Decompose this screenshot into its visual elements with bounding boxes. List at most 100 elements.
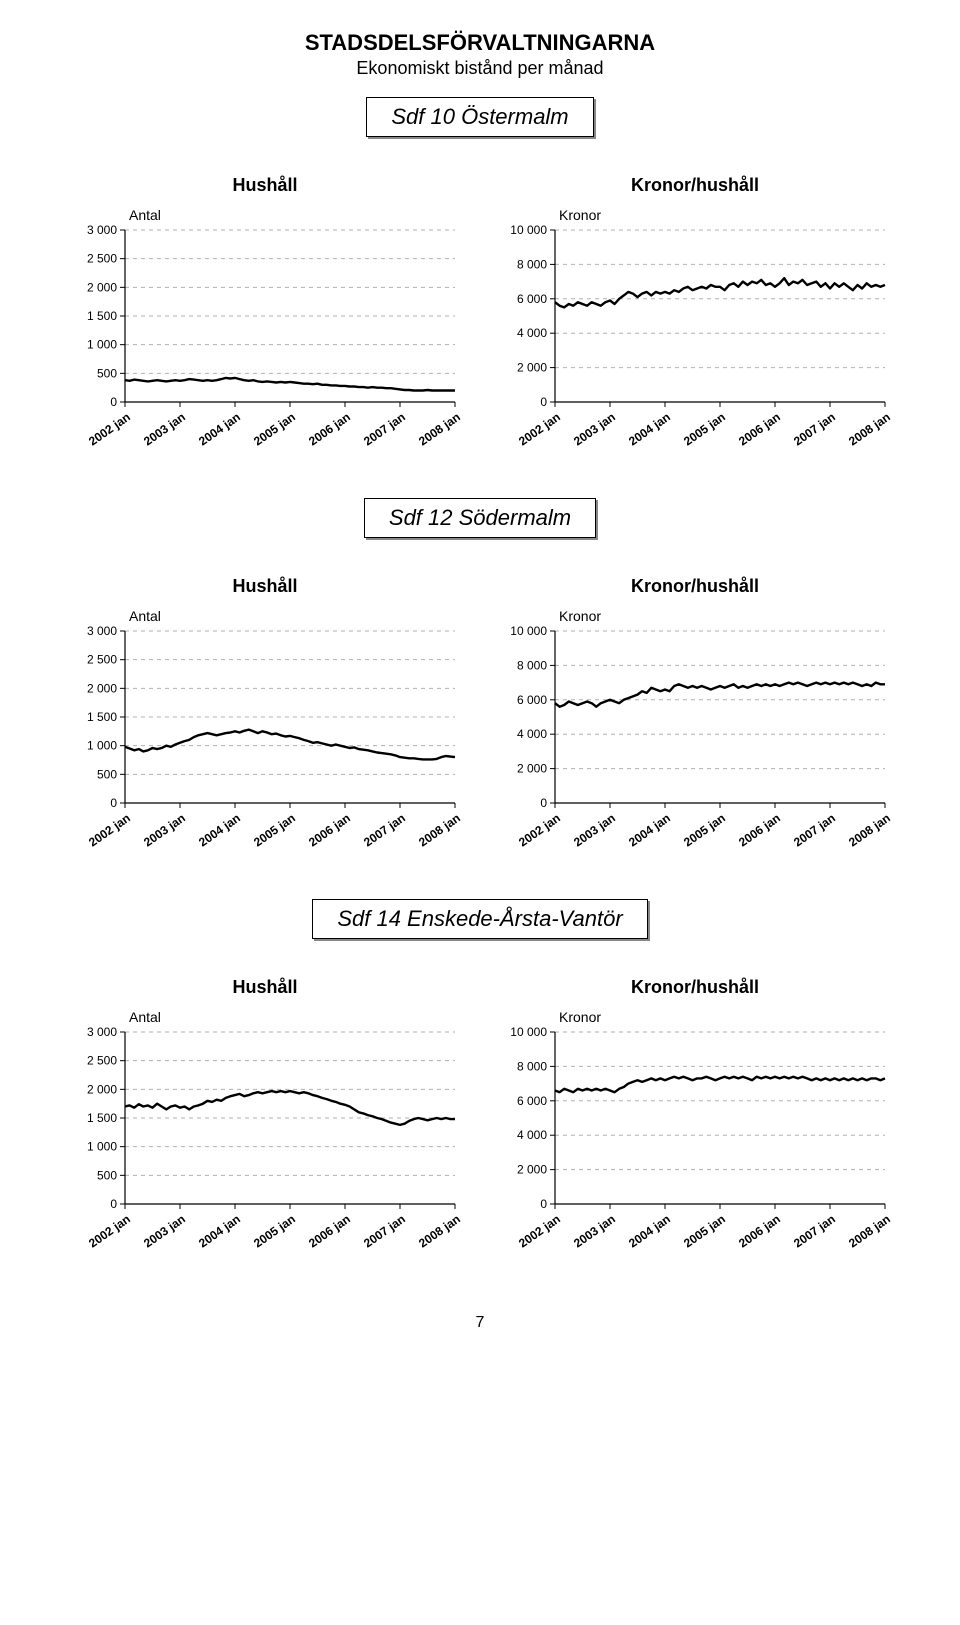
svg-text:8 000: 8 000 xyxy=(517,257,547,271)
chart-block: Hushåll05001 0001 5002 0002 5003 0002002… xyxy=(60,977,470,1274)
svg-text:2 000: 2 000 xyxy=(87,280,117,294)
chart-row: Hushåll05001 0001 5002 0002 5003 0002002… xyxy=(60,977,900,1274)
svg-text:2008 jan: 2008 jan xyxy=(416,1212,463,1251)
svg-text:2004 jan: 2004 jan xyxy=(196,811,243,850)
svg-text:2006 jan: 2006 jan xyxy=(736,410,783,449)
chart-title: Hushåll xyxy=(232,175,297,196)
svg-text:6 000: 6 000 xyxy=(517,693,547,707)
svg-text:0: 0 xyxy=(110,796,117,810)
svg-text:2002 jan: 2002 jan xyxy=(86,811,133,850)
chart-svg: 05001 0001 5002 0002 5003 0002002 jan200… xyxy=(65,603,465,873)
svg-text:6 000: 6 000 xyxy=(517,1094,547,1108)
svg-text:2005 jan: 2005 jan xyxy=(681,811,728,850)
svg-text:1 000: 1 000 xyxy=(87,739,117,753)
svg-text:0: 0 xyxy=(110,395,117,409)
page-title: STADSDELSFÖRVALTNINGARNA xyxy=(60,30,900,56)
chart-svg: 02 0004 0006 0008 00010 0002002 jan2003 … xyxy=(495,603,895,873)
chart-block: Kronor/hushåll02 0004 0006 0008 00010 00… xyxy=(490,576,900,873)
svg-text:10 000: 10 000 xyxy=(510,1025,547,1039)
svg-text:2007 jan: 2007 jan xyxy=(791,811,838,850)
svg-text:Kronor: Kronor xyxy=(559,207,601,223)
svg-text:3 000: 3 000 xyxy=(87,624,117,638)
svg-text:10 000: 10 000 xyxy=(510,624,547,638)
svg-text:2004 jan: 2004 jan xyxy=(626,811,673,850)
svg-text:10 000: 10 000 xyxy=(510,223,547,237)
chart-title: Hushåll xyxy=(232,576,297,597)
svg-text:Antal: Antal xyxy=(129,1009,161,1025)
svg-text:2004 jan: 2004 jan xyxy=(626,410,673,449)
svg-text:1 500: 1 500 xyxy=(87,1111,117,1125)
section-title-wrap: Sdf 12 Södermalm xyxy=(60,498,900,556)
chart-title: Kronor/hushåll xyxy=(631,175,759,196)
svg-text:Kronor: Kronor xyxy=(559,608,601,624)
svg-text:2004 jan: 2004 jan xyxy=(196,1212,243,1251)
svg-text:2003 jan: 2003 jan xyxy=(141,1212,188,1251)
section-title-wrap: Sdf 10 Östermalm xyxy=(60,97,900,155)
svg-text:500: 500 xyxy=(97,366,117,380)
svg-text:2 000: 2 000 xyxy=(87,681,117,695)
svg-text:2007 jan: 2007 jan xyxy=(361,410,408,449)
svg-text:6 000: 6 000 xyxy=(517,292,547,306)
svg-text:2 500: 2 500 xyxy=(87,653,117,667)
svg-text:2008 jan: 2008 jan xyxy=(846,1212,893,1251)
page-number: 7 xyxy=(60,1314,900,1332)
svg-text:1 000: 1 000 xyxy=(87,1140,117,1154)
section-title: Sdf 12 Södermalm xyxy=(364,498,596,538)
svg-text:2 000: 2 000 xyxy=(517,1163,547,1177)
section-title-wrap: Sdf 14 Enskede-Årsta-Vantör xyxy=(60,899,900,957)
svg-text:1 000: 1 000 xyxy=(87,338,117,352)
chart-block: Hushåll05001 0001 5002 0002 5003 0002002… xyxy=(60,576,470,873)
svg-text:Antal: Antal xyxy=(129,207,161,223)
section-title: Sdf 10 Östermalm xyxy=(366,97,593,137)
svg-text:2 000: 2 000 xyxy=(87,1082,117,1096)
svg-text:2008 jan: 2008 jan xyxy=(846,410,893,449)
svg-text:2006 jan: 2006 jan xyxy=(306,1212,353,1251)
svg-text:3 000: 3 000 xyxy=(87,1025,117,1039)
svg-text:0: 0 xyxy=(110,1197,117,1211)
chart-block: Kronor/hushåll 0 2 000 4 000 6 000 8 000 10 00… xyxy=(490,175,900,472)
svg-text:1 500: 1 500 xyxy=(87,309,117,323)
svg-text:2002 jan: 2002 jan xyxy=(86,410,133,449)
svg-text:0: 0 xyxy=(540,1197,547,1211)
svg-text:Antal: Antal xyxy=(129,608,161,624)
svg-text:2007 jan: 2007 jan xyxy=(361,1212,408,1251)
svg-text:500: 500 xyxy=(97,1168,117,1182)
svg-text:1 500: 1 500 xyxy=(87,710,117,724)
svg-text:2003 jan: 2003 jan xyxy=(571,811,618,850)
svg-text:2003 jan: 2003 jan xyxy=(141,410,188,449)
svg-text:Kronor: Kronor xyxy=(559,1009,601,1025)
page: STADSDELSFÖRVALTNINGARNA Ekonomiskt bist… xyxy=(0,0,960,1372)
svg-text:2008 jan: 2008 jan xyxy=(416,811,463,850)
section-title: Sdf 14 Enskede-Årsta-Vantör xyxy=(312,899,647,939)
svg-text:0: 0 xyxy=(540,796,547,810)
chart-svg: 05001 0001 5002 0002 5003 0002002 jan200… xyxy=(65,202,465,472)
svg-text:8 000: 8 000 xyxy=(517,1059,547,1073)
svg-text:2005 jan: 2005 jan xyxy=(251,1212,298,1251)
svg-text:2005 jan: 2005 jan xyxy=(251,811,298,850)
svg-text:2 500: 2 500 xyxy=(87,1054,117,1068)
svg-text:2006 jan: 2006 jan xyxy=(736,811,783,850)
sections-container: Sdf 10 Östermalm Hushåll 0 500 1 000 1 500 2 0… xyxy=(60,97,900,1274)
chart-svg: 05001 0001 5002 0002 5003 0002002 jan200… xyxy=(65,1004,465,1274)
svg-text:4 000: 4 000 xyxy=(517,326,547,340)
svg-text:2004 jan: 2004 jan xyxy=(196,410,243,449)
svg-text:2002 jan: 2002 jan xyxy=(516,811,563,850)
svg-text:2002 jan: 2002 jan xyxy=(516,410,563,449)
svg-text:2005 jan: 2005 jan xyxy=(681,1212,728,1251)
svg-text:2003 jan: 2003 jan xyxy=(141,811,188,850)
page-subtitle: Ekonomiskt bistånd per månad xyxy=(60,58,900,79)
svg-text:2 000: 2 000 xyxy=(517,361,547,375)
svg-text:2006 jan: 2006 jan xyxy=(306,811,353,850)
svg-text:2007 jan: 2007 jan xyxy=(791,1212,838,1251)
svg-text:0: 0 xyxy=(540,395,547,409)
chart-block: Hushåll05001 0001 5002 0002 5003 0002002… xyxy=(60,175,470,472)
chart-block: Kronor/hushåll02 0004 0006 0008 00010 00… xyxy=(490,977,900,1274)
chart-title: Kronor/hushåll xyxy=(631,576,759,597)
svg-text:4 000: 4 000 xyxy=(517,1128,547,1142)
svg-text:2003 jan: 2003 jan xyxy=(571,410,618,449)
svg-text:2003 jan: 2003 jan xyxy=(571,1212,618,1251)
svg-text:2005 jan: 2005 jan xyxy=(251,410,298,449)
chart-svg: 0 2 000 4 000 6 000 8 000 10 000 2002 jan2003 … xyxy=(495,202,895,472)
svg-text:2007 jan: 2007 jan xyxy=(791,410,838,449)
chart-row: Hushåll05001 0001 5002 0002 5003 0002002… xyxy=(60,576,900,873)
